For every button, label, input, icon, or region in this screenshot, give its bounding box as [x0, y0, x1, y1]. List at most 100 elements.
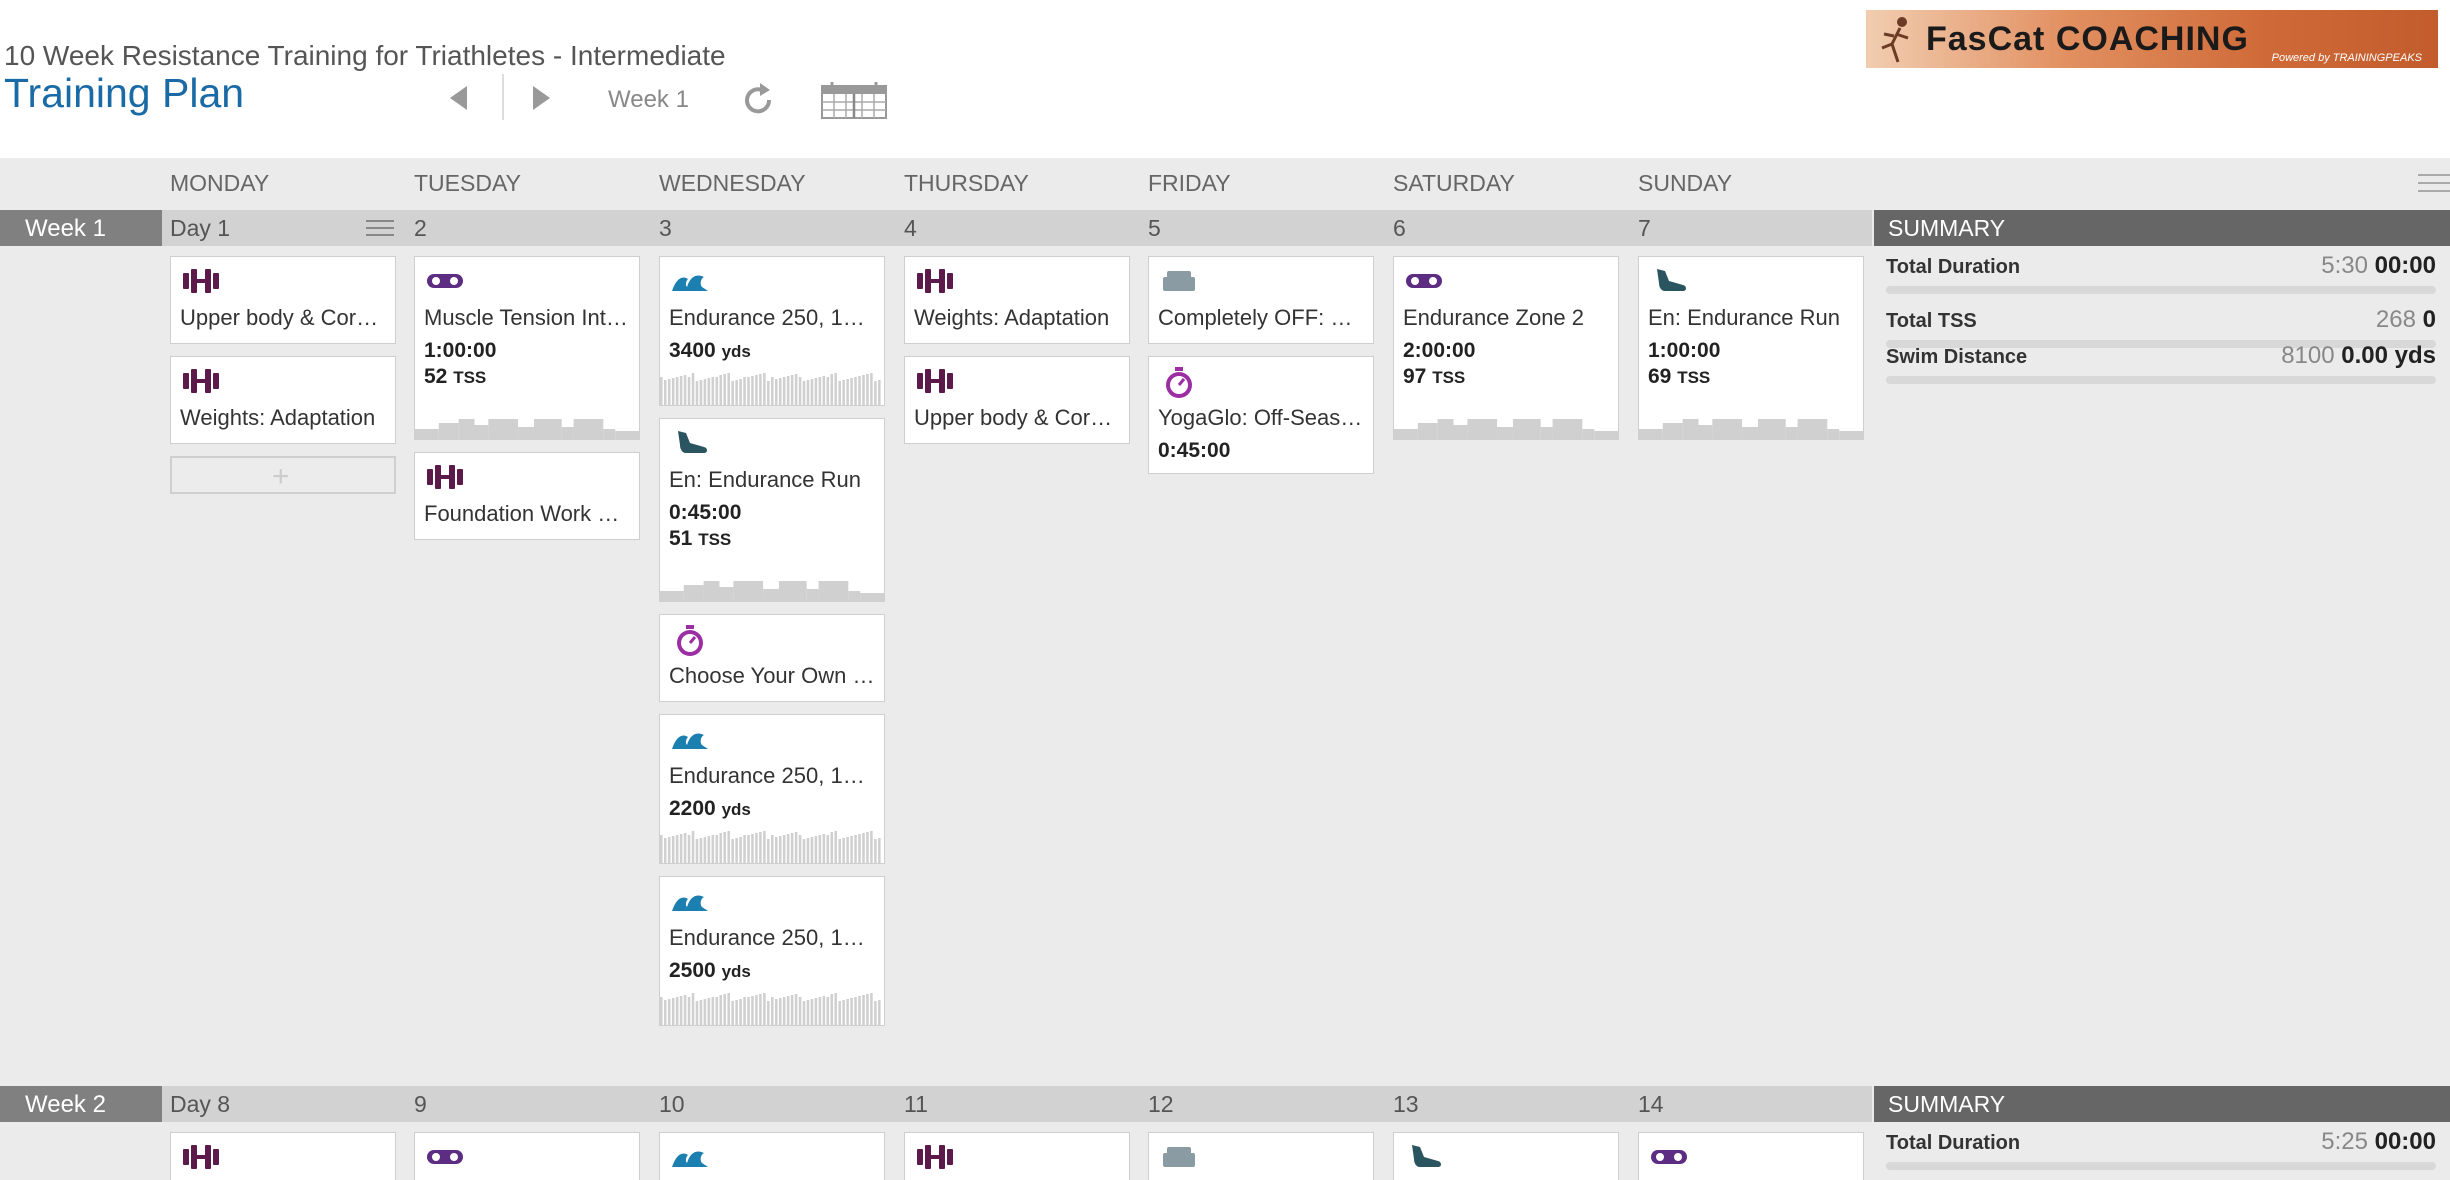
- workout-profile-graph: [660, 831, 881, 863]
- workout-card[interactable]: Weights: Adaptation: [170, 356, 396, 444]
- summary-label: Total Duration: [1886, 256, 2021, 278]
- workout-card[interactable]: Weights: Adaptation: [904, 256, 1130, 344]
- strength-icon: [181, 1143, 221, 1171]
- day-header-tuesday: TUESDAY: [414, 170, 521, 196]
- workout-metric: 1:00:00: [424, 339, 496, 363]
- previous-week-button[interactable]: [450, 86, 467, 110]
- workout-card[interactable]: Endurance 250, 150s 2500 yds: [659, 876, 885, 1026]
- swim-icon: [670, 725, 710, 753]
- workout-card[interactable]: [904, 1132, 1130, 1180]
- workout-card[interactable]: [1393, 1132, 1619, 1180]
- day-number: 2: [414, 215, 427, 241]
- workout-metric: 1:00:00: [1648, 339, 1720, 363]
- summary-completed: 0.00 yds: [2341, 342, 2436, 369]
- summary-planned: 268: [2375, 306, 2416, 333]
- workout-card[interactable]: Upper body & Core Strength: [170, 256, 396, 344]
- workout-card[interactable]: Foundation Work and Core: [414, 452, 640, 540]
- rest-icon: [1159, 1143, 1199, 1171]
- workout-profile-graph: [1394, 419, 1618, 439]
- calendar-menu-icon[interactable]: [2418, 172, 2450, 196]
- day-number: 7: [1638, 215, 1651, 241]
- strength-icon: [425, 463, 465, 491]
- workout-title: Upper body & Core Strength: [914, 405, 1120, 430]
- workout-card[interactable]: YogaGlo: Off-Season Yoga 0:45:00: [1148, 356, 1374, 474]
- workout-card[interactable]: [659, 1132, 885, 1180]
- workout-card[interactable]: [170, 1132, 396, 1180]
- workout-title: Endurance 250, 150s: [669, 305, 875, 330]
- summary-value: 268 0: [2376, 306, 2436, 334]
- workout-card[interactable]: [1638, 1132, 1864, 1180]
- runner-logo-icon: [1881, 17, 1909, 63]
- workout-metric-value: 2:00:00: [1403, 339, 1476, 362]
- workout-metric: 2200 yds: [669, 797, 751, 821]
- workout-metric-value: 1:00:00: [424, 339, 497, 362]
- bike-icon: [425, 267, 465, 295]
- run-icon: [1404, 1143, 1444, 1171]
- workout-tss: 52 TSS: [424, 365, 486, 389]
- workout-title: Weights: Adaptation: [180, 405, 376, 430]
- week-band: [0, 1086, 1872, 1122]
- workout-card[interactable]: Completely OFF: Rest Day: [1148, 256, 1374, 344]
- workout-tss: 69 TSS: [1648, 365, 1710, 389]
- summary-completed: 00:00: [2374, 1128, 2436, 1155]
- summary-value: 8100 0.00 yds: [2281, 342, 2436, 370]
- day-number: 3: [659, 215, 672, 241]
- workout-tss-value: 51: [669, 527, 693, 550]
- workout-metric-unit: yds: [721, 342, 751, 361]
- workout-metric-value: 0:45:00: [669, 501, 742, 524]
- add-workout-button[interactable]: +: [170, 456, 396, 494]
- workout-card[interactable]: En: Endurance Run 1:00:00 69 TSS: [1638, 256, 1864, 440]
- workout-profile-graph: [660, 993, 881, 1025]
- summary-label: Total TSS: [1886, 310, 1977, 332]
- workout-metric-value: 1:00:00: [1648, 339, 1721, 362]
- strength-icon: [181, 367, 221, 395]
- workout-profile-graph: [660, 581, 884, 601]
- workout-card[interactable]: Endurance 250, 150s 2200 yds: [659, 714, 885, 864]
- refresh-icon[interactable]: [738, 80, 778, 120]
- workout-title: Muscle Tension Intervals: [424, 305, 630, 330]
- workout-card[interactable]: Endurance Zone 2 2:00:00 97 TSS: [1393, 256, 1619, 440]
- workout-title: Endurance 250, 150s: [669, 763, 875, 788]
- workout-profile-graph: [660, 373, 881, 405]
- week-label: Week 1: [0, 210, 162, 246]
- logo-text: FasCat COACHING: [1926, 20, 2249, 58]
- summary-progress-bar: [1886, 340, 2436, 348]
- workout-card[interactable]: Choose Your Own Workout: [659, 614, 885, 702]
- stopwatch-icon: [670, 625, 710, 656]
- day-header-thursday: THURSDAY: [904, 170, 1029, 196]
- workout-tss-value: 69: [1648, 365, 1672, 388]
- calendar-icon[interactable]: [820, 80, 888, 120]
- next-week-button[interactable]: [533, 86, 550, 110]
- workout-metric-value: 3400: [669, 339, 716, 362]
- workout-title: En: Endurance Run: [669, 467, 862, 492]
- workout-tss-unit: TSS: [1677, 368, 1711, 387]
- summary-progress-bar: [1886, 1162, 2436, 1170]
- summary-completed: 0: [2422, 306, 2436, 333]
- workout-metric: 0:45:00: [1158, 439, 1230, 463]
- workout-card[interactable]: Muscle Tension Intervals 1:00:00 52 TSS: [414, 256, 640, 440]
- rest-icon: [1159, 267, 1199, 295]
- workout-card[interactable]: Endurance 250, 150s 3400 yds: [659, 256, 885, 406]
- workout-card[interactable]: [414, 1132, 640, 1180]
- day-number: 5: [1148, 215, 1161, 241]
- strength-icon: [915, 1143, 955, 1171]
- workout-title: YogaGlo: Off-Season Yoga: [1158, 405, 1364, 430]
- summary-value: 5:30 00:00: [2321, 252, 2436, 280]
- run-icon: [1649, 267, 1689, 295]
- workout-title: En: Endurance Run: [1648, 305, 1841, 330]
- strength-icon: [915, 367, 955, 395]
- workout-card[interactable]: En: Endurance Run 0:45:00 51 TSS: [659, 418, 885, 602]
- day-menu-icon[interactable]: [366, 218, 394, 238]
- workout-card[interactable]: Upper body & Core Strength: [904, 356, 1130, 444]
- run-icon: [670, 429, 710, 457]
- workout-tss-value: 97: [1403, 365, 1427, 388]
- workout-tss-value: 52: [424, 365, 448, 388]
- day-number: Day 8: [170, 1091, 231, 1117]
- strength-icon: [181, 267, 221, 295]
- summary-progress-bar: [1886, 376, 2436, 384]
- bike-icon: [425, 1143, 465, 1171]
- week-label: Week 2: [0, 1086, 162, 1122]
- day-number: 6: [1393, 215, 1406, 241]
- logo-powered-by: Powered by TRAININGPEAKS: [2271, 52, 2422, 64]
- workout-card[interactable]: [1148, 1132, 1374, 1180]
